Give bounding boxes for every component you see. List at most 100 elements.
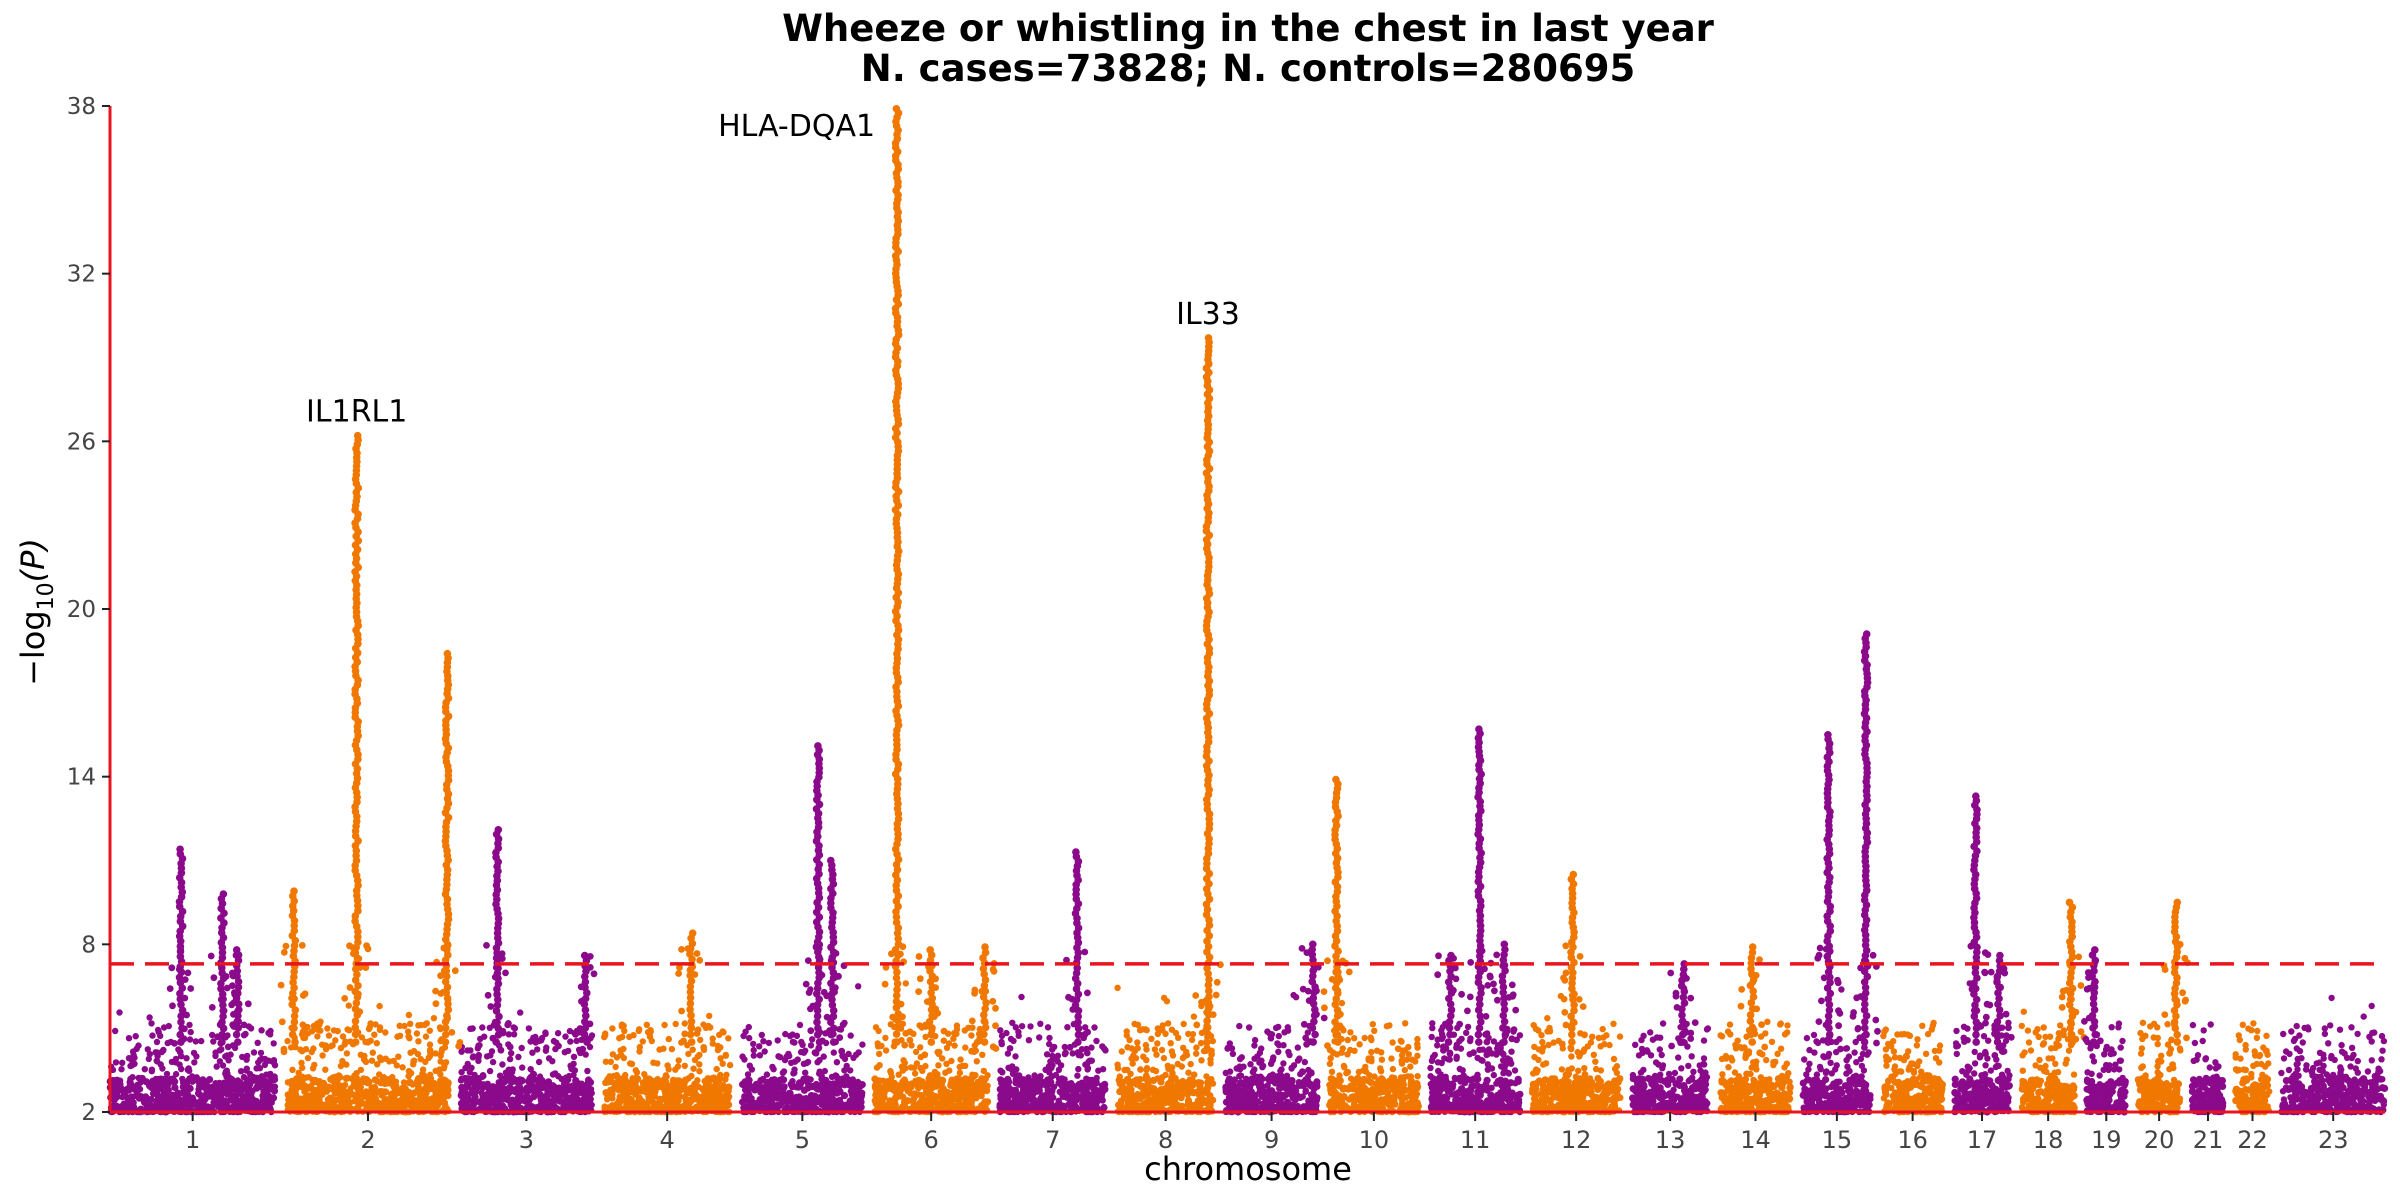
snp-point [1407,1063,1414,1070]
snp-point [824,1097,832,1106]
snp-point [687,1089,696,1098]
snp-point [154,1026,162,1034]
snp-point [1169,1064,1176,1071]
snp-point [1327,1075,1335,1083]
snp-point [399,1092,407,1100]
snp-point [571,1067,579,1074]
snp-point [1296,1055,1303,1062]
snp-point [212,1098,220,1106]
snp-point [1046,1034,1053,1042]
snp-point [342,1100,350,1108]
snp-point [345,1002,352,1009]
snp-point [239,1053,246,1061]
snp-point [476,1042,483,1049]
snp-point [1089,1096,1097,1104]
snp-point [212,1052,219,1060]
snp-point [939,1055,946,1062]
snp-point [378,1100,386,1108]
snp-point [872,1024,880,1031]
snp-point [1235,1097,1243,1105]
snp-point [257,1049,265,1057]
snp-point [534,1076,542,1084]
snp-point [410,1047,418,1055]
snp-point [1367,1034,1374,1041]
snp-point [750,1040,757,1048]
snp-point [1188,1036,1196,1044]
snp-point [1132,1093,1140,1101]
snp-point [206,1076,214,1084]
snp-point [1356,1041,1363,1048]
snp-point [309,1065,317,1072]
snp-point [233,1087,241,1095]
snp-point [152,1089,160,1097]
snp-point [210,1038,217,1045]
snp-point [628,1060,636,1068]
snp-point [237,1068,245,1075]
snp-point [440,1065,448,1072]
snp-point [746,1062,753,1069]
snp-point [1025,1037,1033,1044]
snp-point [316,1100,324,1108]
snp-point [1128,1045,1136,1052]
snp-point [494,1088,502,1096]
snp-point [1309,1091,1317,1099]
snp-point [807,1042,815,1049]
snp-point [1344,1068,1352,1076]
snp-point [942,1069,949,1076]
snp-point [253,1100,261,1108]
snp-point [1046,1080,1054,1088]
snp-point [1296,1093,1304,1101]
snp-point [339,1033,347,1040]
snp-point [1154,1040,1161,1047]
snp-point [153,1038,161,1046]
snp-point [168,1058,176,1066]
snp-point [584,1067,591,1075]
snp-point [1149,1066,1157,1074]
snp-point [323,1085,331,1093]
snp-point [1280,1060,1287,1067]
snp-point [1178,1063,1186,1070]
snp-point [542,1029,549,1036]
snp-point [636,1043,643,1051]
snp-point [442,1059,450,1066]
snp-point [570,1091,578,1100]
snp-point [510,1024,517,1031]
snp-point [919,1067,926,1075]
snp-point [1251,1055,1258,1062]
snp-point [579,1099,587,1107]
snp-point [118,1066,125,1073]
snp-point [1180,1020,1187,1028]
snp-point [194,1077,202,1085]
snp-point [1125,1079,1134,1087]
snp-point [1190,1013,1198,1020]
snp-point [1075,1080,1083,1089]
snp-point [1265,1087,1273,1095]
snp-point [146,1082,155,1091]
snp-point [1231,1082,1239,1090]
snp-point [265,1029,272,1037]
snp-point [376,1024,384,1031]
snp-point [999,1069,1006,1076]
snp-point [395,1053,402,1060]
snp-point [779,1086,787,1094]
snp-point [822,1076,830,1084]
snp-point [567,1038,574,1045]
snp-point [984,1072,991,1079]
snp-point [417,1056,424,1063]
snp-point [722,1052,729,1059]
snp-point [1226,1068,1234,1075]
snp-point [159,1075,167,1083]
snp-point [359,1089,367,1097]
snp-point [401,1022,408,1030]
snp-point [1092,1079,1100,1087]
snp-point [1227,1100,1235,1109]
snp-point [1278,1066,1285,1073]
snp-point [1114,984,1121,991]
snp-point [1409,1056,1416,1063]
snp-point [913,1103,921,1111]
snp-point [1388,1055,1395,1062]
snp-point [247,1099,255,1107]
snp-point [1251,1036,1259,1044]
snp-point [1004,1092,1012,1100]
snp-point [1187,1060,1194,1068]
